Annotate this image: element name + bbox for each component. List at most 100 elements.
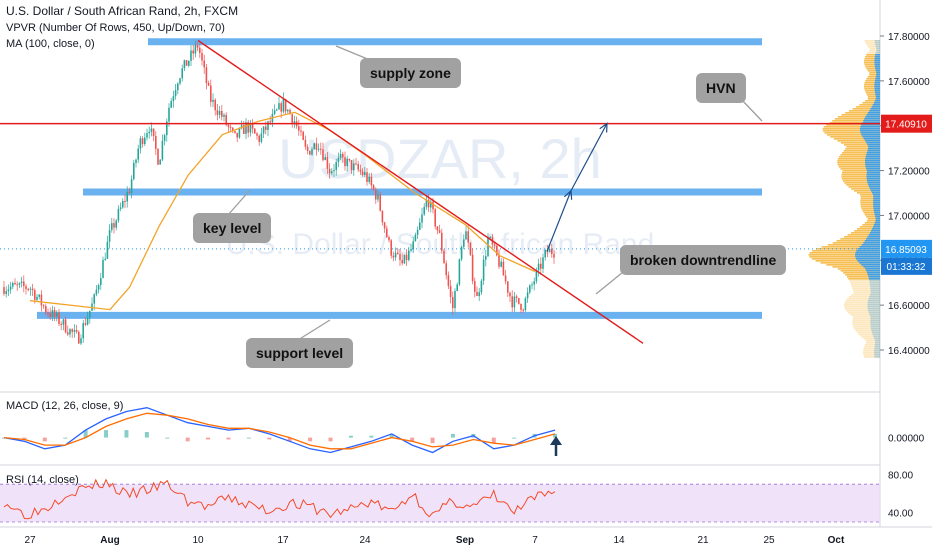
support-level-callout[interactable]: support level — [246, 338, 354, 368]
candle-body — [9, 286, 12, 290]
projection-arrow[interactable] — [546, 190, 572, 252]
downtrend-line[interactable] — [197, 39, 644, 344]
macd-hist-bar — [104, 430, 109, 438]
volume-profile-bar — [859, 246, 880, 248]
volume-profile-bar — [869, 284, 880, 286]
candle-body — [179, 78, 181, 84]
volume-profile-bar — [874, 346, 880, 348]
candle-body — [84, 323, 87, 325]
rsi-legend[interactable]: RSI (14, close) — [6, 474, 79, 486]
candle-body — [203, 60, 205, 68]
candle-body — [526, 292, 529, 299]
volume-profile-bar — [864, 222, 880, 224]
candle-body — [315, 143, 318, 150]
time-axis-label: Aug — [100, 535, 119, 546]
vpvr-legend[interactable]: VPVR (Number Of Rows, 450, Up/Down, 70) — [6, 22, 225, 34]
volume-profile-bar — [875, 96, 880, 98]
volume-profile-bar — [864, 64, 880, 66]
candle-body — [452, 297, 454, 309]
candle-body — [115, 220, 117, 228]
candle-body — [254, 128, 256, 134]
volume-profile-bar — [846, 184, 880, 186]
candle-body — [289, 109, 291, 115]
volume-profile-bar — [846, 276, 880, 278]
zone-band[interactable] — [83, 188, 762, 196]
candle-body — [383, 222, 386, 229]
zone-band[interactable] — [37, 311, 762, 319]
volume-profile-bar — [871, 192, 880, 194]
candle-body — [458, 259, 461, 285]
volume-profile[interactable] — [808, 40, 880, 358]
supply-zone-callout[interactable]: supply zone — [360, 58, 461, 88]
volume-profile-bar — [865, 100, 880, 102]
volume-profile-bar — [863, 338, 880, 340]
volume-profile-bar — [833, 138, 880, 140]
zone-band[interactable] — [148, 38, 762, 46]
projection-arrow[interactable] — [570, 123, 608, 192]
candle-body — [346, 158, 348, 167]
candle-body — [53, 310, 56, 317]
rsi-line[interactable] — [3, 478, 556, 520]
ma-legend[interactable]: MA (100, close, 0) — [6, 38, 95, 50]
volume-profile-bar — [838, 156, 880, 158]
candle-body — [531, 284, 533, 286]
volume-profile-bar — [868, 234, 880, 236]
macd-legend[interactable]: MACD (12, 26, close, 9) — [6, 400, 124, 412]
broken-trendline-callout[interactable]: broken downtrendline — [620, 245, 787, 275]
candle-body — [320, 148, 322, 150]
volume-profile-bar — [832, 120, 880, 122]
volume-profile-bar — [855, 252, 880, 254]
candle-body — [434, 209, 436, 227]
candle-body — [313, 143, 315, 150]
candle-body — [399, 253, 401, 260]
time-axis-label: 27 — [24, 535, 36, 546]
macd-hist-bar — [512, 437, 517, 439]
candle-body — [205, 67, 208, 84]
volume-profile-bar — [864, 58, 880, 60]
time-axis-label: 17 — [277, 535, 289, 546]
volume-profile-bar — [857, 228, 880, 230]
watermark-name: U.S. Dollar / South African Rand — [226, 228, 655, 261]
signal-line[interactable] — [3, 412, 556, 450]
candle-body — [445, 263, 447, 276]
volume-profile-bar — [841, 114, 880, 116]
macd-hist-bar — [83, 430, 88, 438]
volume-profile-bar — [859, 262, 880, 264]
ma100-line[interactable] — [29, 111, 536, 311]
volume-profile-bar — [837, 162, 880, 164]
volume-profile-bar — [867, 218, 880, 220]
volume-profile-bar — [844, 182, 880, 184]
key-level-callout[interactable]: key level — [193, 213, 272, 243]
macd-hist-bar — [389, 433, 394, 438]
hvn-callout[interactable]: HVN — [696, 73, 746, 103]
volume-profile-bar — [875, 70, 880, 72]
volume-profile-bar — [840, 142, 880, 144]
volume-profile-bar — [866, 170, 880, 172]
volume-profile-bar — [869, 110, 880, 112]
candle-body — [181, 68, 183, 79]
macd-hist-bar — [165, 437, 170, 439]
candle-body — [212, 99, 214, 102]
volume-profile-bar — [874, 40, 880, 42]
candle-body — [357, 164, 359, 170]
volume-profile-bar — [848, 186, 880, 188]
macd-line[interactable] — [3, 407, 556, 454]
candles[interactable] — [3, 40, 555, 346]
candle-body — [86, 317, 89, 325]
candle-body — [304, 139, 307, 147]
candle-body — [392, 255, 395, 258]
volume-profile-bar — [841, 172, 880, 174]
volume-profile-bar — [875, 54, 880, 56]
volume-profile-bar — [867, 304, 880, 306]
volume-profile-bar — [867, 70, 880, 72]
candle-body — [322, 149, 324, 161]
candle-body — [135, 159, 137, 164]
macd-hist-bar — [410, 437, 415, 442]
volume-profile-bar — [840, 168, 880, 170]
candle-body — [328, 168, 331, 174]
volume-profile-bar — [844, 236, 880, 238]
candle-body — [522, 309, 524, 311]
candle-body — [155, 136, 157, 149]
candle-body — [73, 330, 76, 332]
